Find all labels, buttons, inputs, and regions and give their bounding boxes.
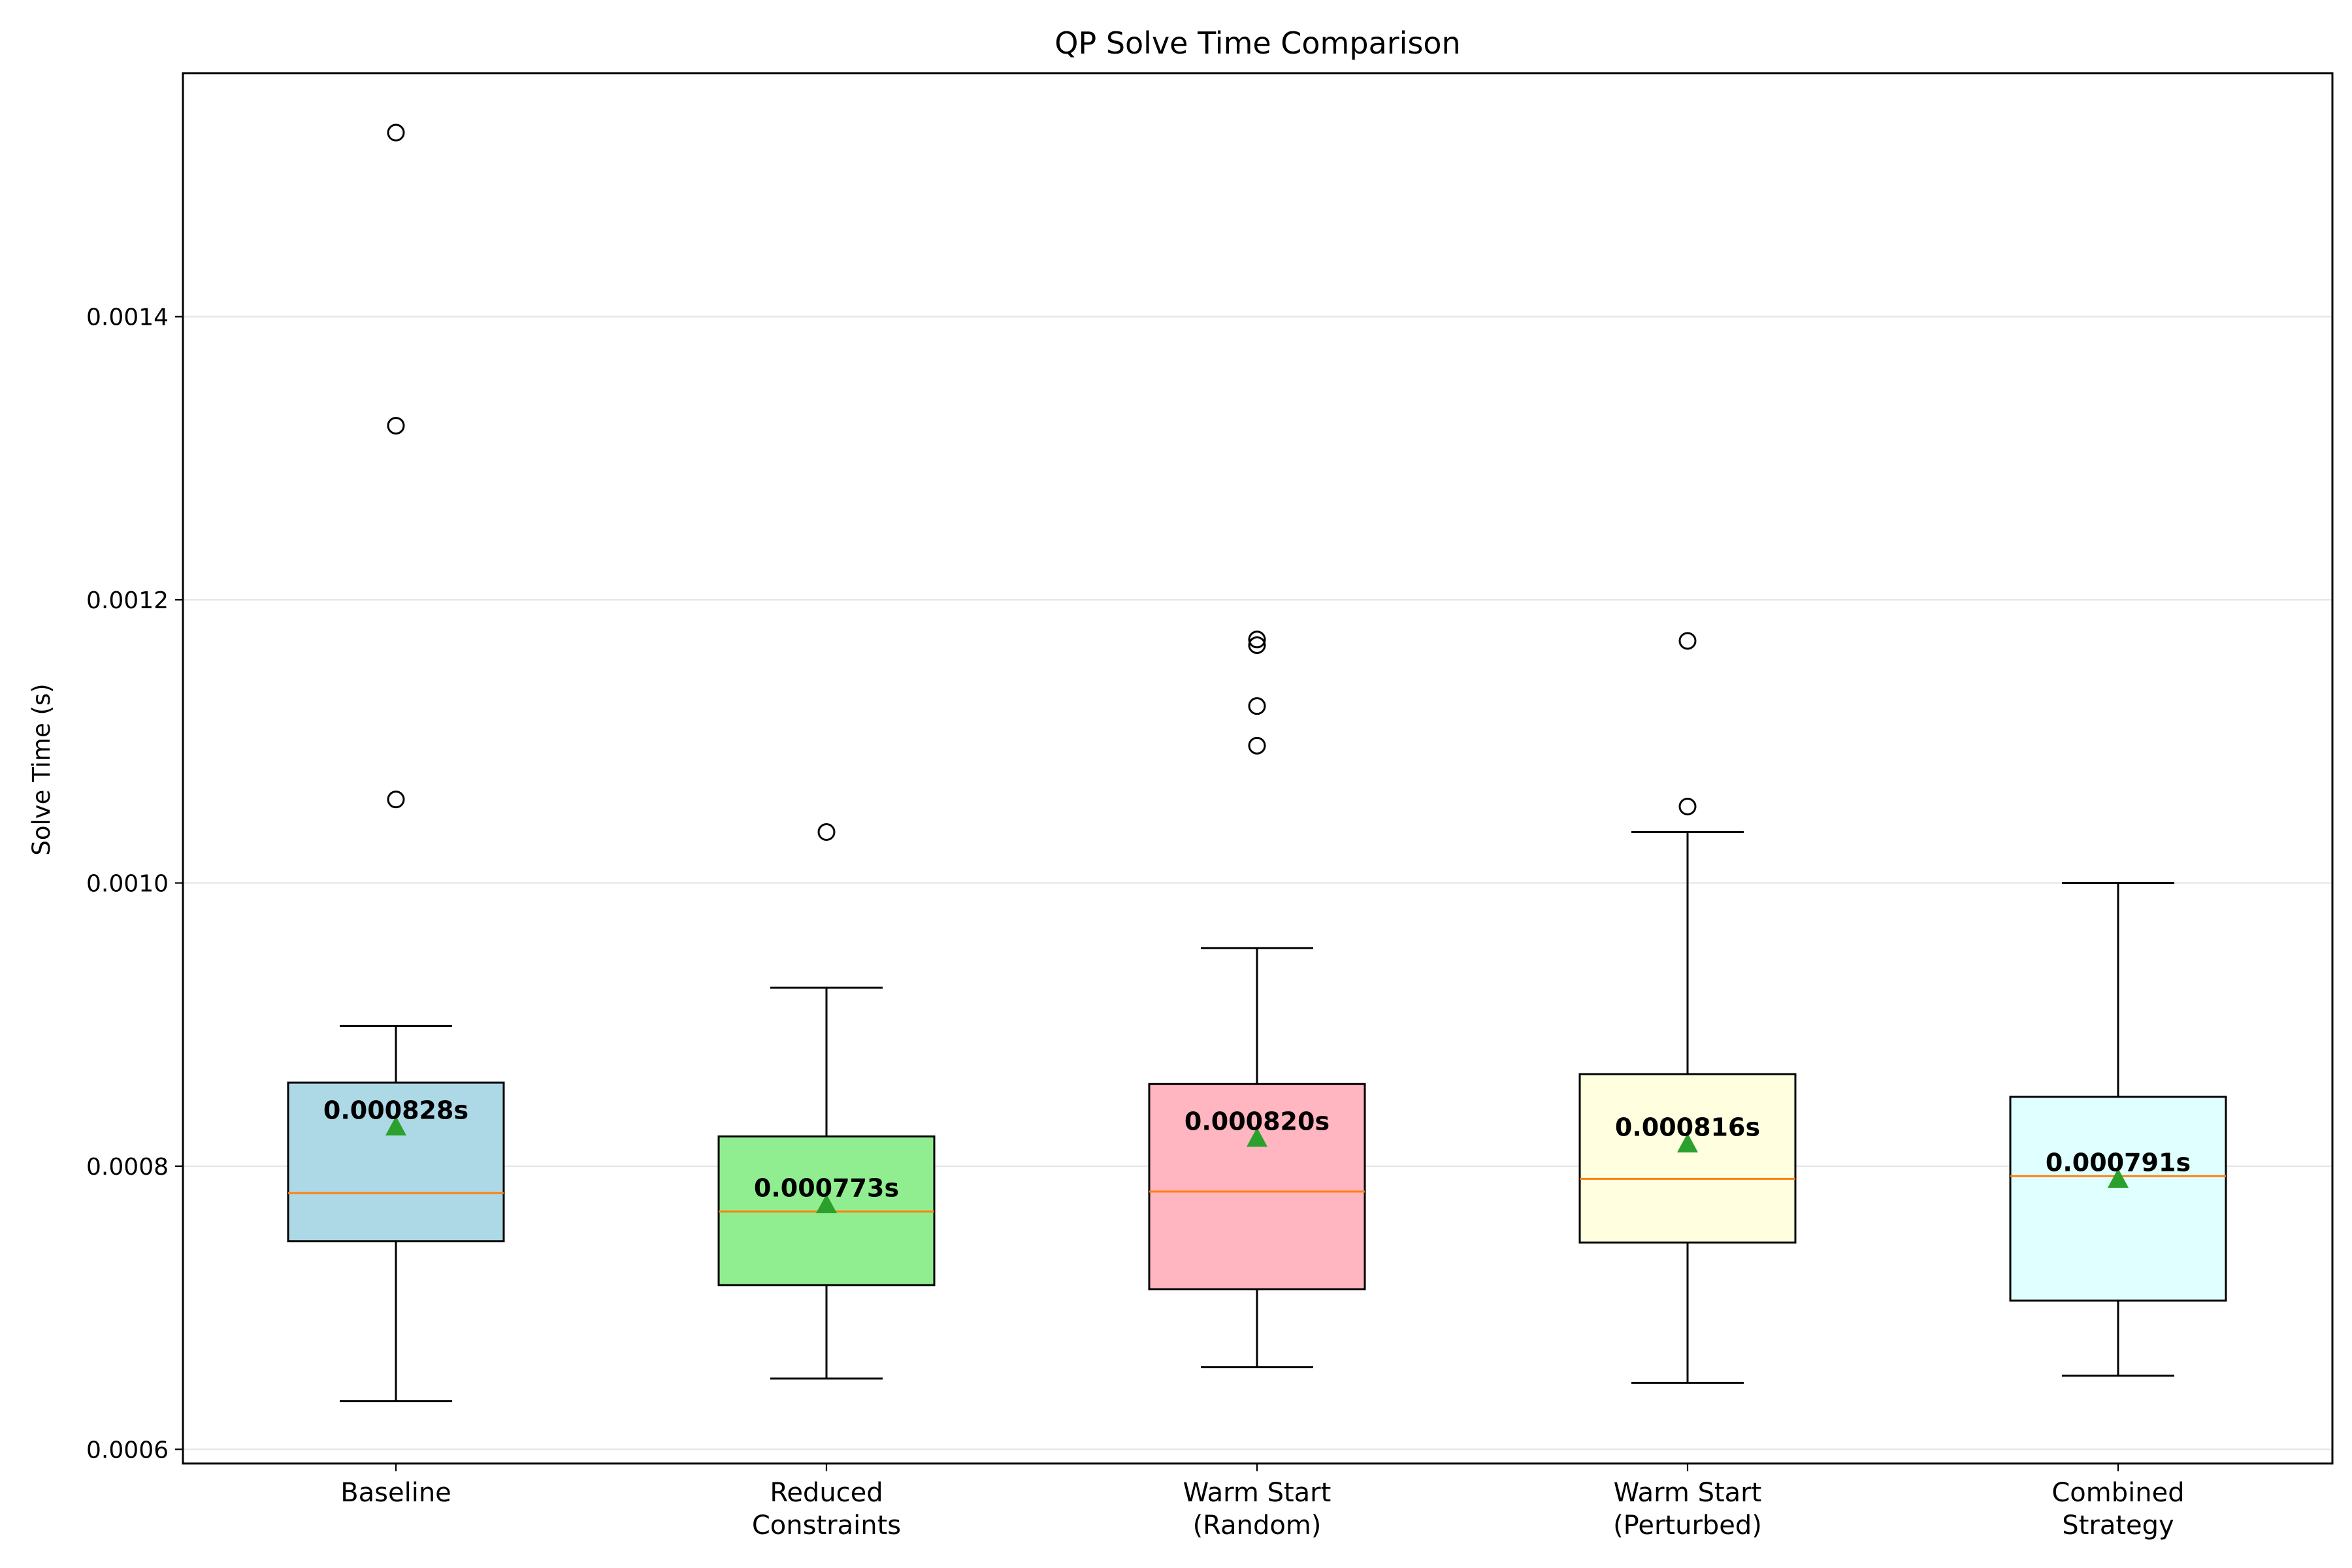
mean-value-label: 0.000773s bbox=[754, 1173, 899, 1202]
x-tick-label: Warm Start (Random) bbox=[1183, 1478, 1331, 1541]
x-tick-label: Combined Strategy bbox=[2051, 1478, 2184, 1541]
box-group: 0.000816s bbox=[1578, 632, 1797, 1384]
box-series: 0.000828s 0.000773s 0.000820s 0.000816s 0.00… bbox=[287, 123, 2227, 1403]
mean-marker bbox=[1247, 1127, 1267, 1147]
mean-marker bbox=[816, 1194, 837, 1214]
mean-value-label: 0.000791s bbox=[2046, 1148, 2191, 1177]
x-tick-label-line: Strategy bbox=[2062, 1511, 2174, 1541]
mean-marker bbox=[385, 1116, 406, 1135]
y-tick-label: 0.0010 bbox=[86, 871, 169, 898]
x-tick-label-line: Reduced bbox=[770, 1478, 883, 1508]
box-group: 0.000773s bbox=[717, 823, 936, 1380]
x-tick-label-line: Warm Start bbox=[1183, 1478, 1331, 1508]
outlier-point bbox=[1678, 798, 1697, 816]
x-tick-label: Warm Start (Perturbed) bbox=[1613, 1478, 1762, 1541]
box-group: 0.000820s bbox=[1148, 630, 1366, 1369]
mean-value-label: 0.000820s bbox=[1184, 1107, 1330, 1136]
y-tick-label: 0.0014 bbox=[86, 304, 169, 331]
grid-lines bbox=[183, 316, 2332, 1450]
x-tick-label: Reduced Constraints bbox=[752, 1478, 901, 1541]
y-tick-label: 0.0008 bbox=[86, 1154, 169, 1181]
outlier-point bbox=[1248, 636, 1266, 654]
x-tick-label-line: Warm Start bbox=[1614, 1478, 1762, 1508]
outlier-point bbox=[1678, 632, 1697, 650]
x-tick-label-line: Baseline bbox=[340, 1478, 451, 1508]
x-tick-label-line: Combined bbox=[2051, 1478, 2184, 1508]
outlier-point bbox=[387, 791, 405, 809]
outlier-point bbox=[817, 823, 836, 841]
box-group: 0.000828s bbox=[287, 123, 505, 1403]
mean-marker bbox=[1677, 1133, 1698, 1152]
outlier-point bbox=[1248, 630, 1266, 649]
mean-value-label: 0.000816s bbox=[1615, 1113, 1760, 1141]
iqr-box bbox=[1578, 1073, 1797, 1244]
iqr-box bbox=[2009, 1096, 2227, 1302]
outlier-point bbox=[387, 417, 405, 435]
chart-title: QP Solve Time Comparison bbox=[1054, 25, 1460, 61]
x-tick-label-line: (Perturbed) bbox=[1613, 1511, 1762, 1541]
x-tick-label-line: (Random) bbox=[1193, 1511, 1322, 1541]
outlier-point bbox=[387, 123, 405, 142]
y-axis-label: Solve Time (s) bbox=[27, 683, 56, 855]
outlier-point bbox=[1248, 736, 1266, 755]
iqr-box bbox=[1148, 1083, 1366, 1290]
iqr-box bbox=[287, 1081, 505, 1243]
mean-marker bbox=[2108, 1168, 2129, 1188]
axes: 0.0006 0.0008 0.0010 0.0012 0.0014 Baseline Re… bbox=[86, 304, 2185, 1541]
x-tick-label: Baseline bbox=[340, 1478, 451, 1508]
y-tick-label: 0.0006 bbox=[86, 1437, 169, 1463]
mean-value-label: 0.000828s bbox=[323, 1096, 468, 1124]
box-group: 0.000791s bbox=[2009, 882, 2227, 1377]
outlier-point bbox=[1248, 697, 1266, 715]
x-tick-label-line: Constraints bbox=[752, 1511, 901, 1541]
y-tick-label: 0.0012 bbox=[86, 587, 169, 614]
